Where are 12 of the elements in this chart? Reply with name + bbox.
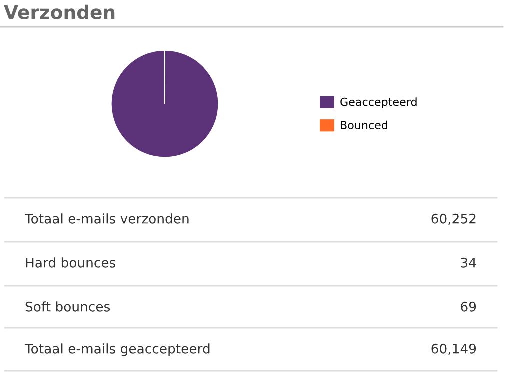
legend-label: Bounced xyxy=(341,120,388,130)
text: Soft bounces xyxy=(26,302,110,312)
text: 69 xyxy=(461,302,476,312)
text: 34 xyxy=(461,258,476,268)
pie-slice xyxy=(110,50,220,158)
text: Totaal e-mails verzonden xyxy=(24,214,189,224)
chart-title: Verzonden xyxy=(4,4,115,20)
legend-label: Geaccepteerd xyxy=(340,98,417,108)
text: 60,252 xyxy=(432,214,476,226)
text: 60,149 xyxy=(432,344,476,356)
text: Hard bounces xyxy=(26,258,116,268)
text: Totaal e-mails geaccepteerd xyxy=(24,344,210,356)
